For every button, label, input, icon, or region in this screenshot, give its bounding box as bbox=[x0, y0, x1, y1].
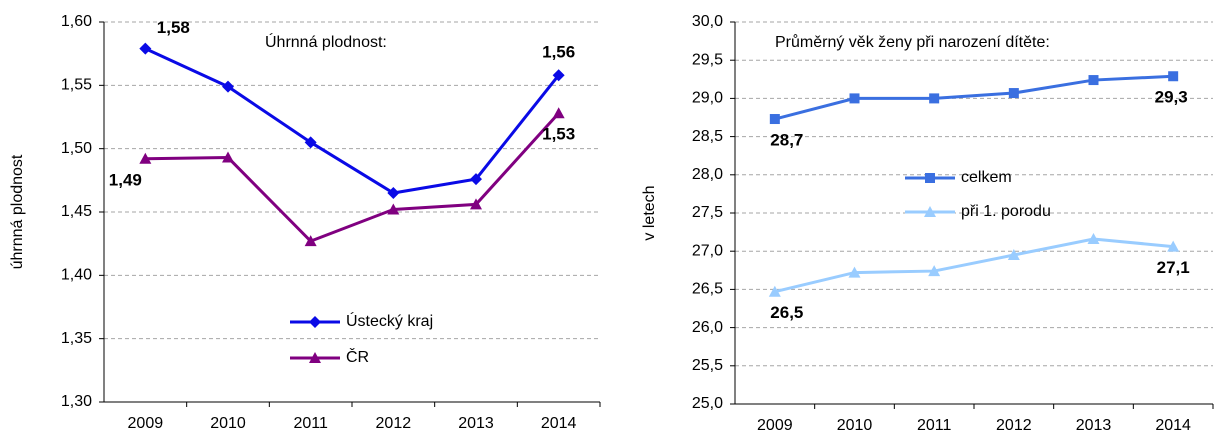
marker bbox=[849, 93, 860, 104]
marker bbox=[1007, 249, 1020, 261]
value-label: 1,53 bbox=[542, 125, 575, 144]
annotation: Průměrný věk ženy při narození dítěte: bbox=[775, 33, 1050, 51]
marker bbox=[139, 42, 152, 55]
legend-label: Ústecký kraj bbox=[346, 311, 433, 330]
value-label: 1,56 bbox=[542, 43, 575, 62]
marker bbox=[552, 107, 565, 119]
y-tick-label: 28,5 bbox=[692, 128, 723, 145]
y-tick-label: 26,5 bbox=[692, 281, 723, 298]
marker bbox=[309, 316, 321, 328]
x-tick-label: 2010 bbox=[837, 417, 873, 434]
y-axis-label: v letech bbox=[641, 185, 658, 240]
x-tick-label: 2009 bbox=[757, 417, 793, 434]
marker bbox=[928, 265, 941, 277]
x-tick-label: 2013 bbox=[458, 415, 494, 432]
y-tick-label: 25,0 bbox=[692, 395, 723, 412]
legend-label: celkem bbox=[961, 169, 1012, 186]
marker bbox=[848, 266, 861, 278]
marker bbox=[304, 136, 317, 149]
marker bbox=[139, 152, 152, 164]
x-tick-label: 2013 bbox=[1076, 417, 1112, 434]
series-line bbox=[774, 74, 1174, 121]
x-tick-label: 2009 bbox=[128, 415, 164, 432]
marker bbox=[929, 93, 940, 104]
y-axis-label: úhrnná plodnost bbox=[9, 154, 26, 269]
value-label: 26,5 bbox=[770, 303, 803, 322]
value-label: 27,1 bbox=[1157, 258, 1190, 277]
y-tick-label: 30,0 bbox=[692, 13, 723, 30]
x-tick-label: 2012 bbox=[376, 415, 412, 432]
marker bbox=[222, 151, 234, 163]
marker bbox=[222, 80, 234, 93]
value-label: 1,58 bbox=[157, 18, 190, 37]
marker bbox=[1008, 88, 1019, 99]
y-tick-label: 27,0 bbox=[692, 242, 723, 259]
y-tick-label: 29,5 bbox=[692, 51, 723, 68]
annotation: Úhrnná plodnost: bbox=[265, 32, 387, 51]
x-tick-label: 2010 bbox=[210, 415, 246, 432]
y-tick-label: 27,5 bbox=[692, 204, 723, 221]
marker bbox=[304, 235, 317, 247]
y-tick-label: 1,55 bbox=[61, 77, 92, 94]
marker bbox=[387, 187, 400, 199]
y-tick-label: 29,0 bbox=[692, 90, 723, 107]
y-tick-label: 28,0 bbox=[692, 166, 723, 183]
marker bbox=[470, 173, 482, 186]
y-tick-label: 1,30 bbox=[61, 393, 92, 410]
marker bbox=[1087, 232, 1100, 244]
series-line bbox=[774, 237, 1174, 294]
marker bbox=[1168, 71, 1179, 82]
marker bbox=[470, 198, 482, 210]
x-tick-label: 2014 bbox=[1155, 417, 1191, 434]
marker bbox=[387, 203, 400, 215]
value-label: 1,49 bbox=[109, 170, 142, 189]
y-tick-label: 1,40 bbox=[61, 267, 92, 284]
marker bbox=[309, 352, 321, 363]
marker bbox=[924, 206, 936, 217]
series-line bbox=[144, 47, 560, 195]
y-tick-label: 1,60 bbox=[61, 13, 92, 30]
legend-label: ČR bbox=[346, 347, 369, 366]
value-label: 28,7 bbox=[770, 131, 803, 150]
marker bbox=[1088, 75, 1099, 86]
marker bbox=[552, 69, 565, 82]
marker bbox=[925, 173, 935, 183]
chart: 25,0 25,5 26,0 26,5 27,0 27,5 28,0 28,5 29,0 29,5… bbox=[641, 13, 1214, 434]
y-tick-label: 26,0 bbox=[692, 319, 723, 336]
series-line bbox=[145, 112, 560, 243]
y-tick-label: 1,45 bbox=[61, 203, 92, 220]
x-tick-label: 2011 bbox=[917, 417, 952, 434]
y-tick-label: 25,5 bbox=[692, 357, 723, 374]
marker bbox=[769, 114, 780, 125]
x-tick-label: 2011 bbox=[293, 415, 328, 432]
y-tick-label: 1,35 bbox=[61, 330, 92, 347]
legend-label: při 1. porodu bbox=[961, 203, 1051, 220]
y-tick-label: 1,50 bbox=[61, 140, 92, 157]
marker bbox=[768, 285, 781, 297]
x-tick-label: 2012 bbox=[996, 417, 1032, 434]
chart: 1,30 1,35 1,40 1,45 1,50 1,55 1,60 2009 2010 2011… bbox=[9, 13, 601, 432]
x-tick-label: 2014 bbox=[541, 415, 577, 432]
value-label: 29,3 bbox=[1155, 88, 1188, 107]
marker bbox=[1167, 240, 1180, 252]
